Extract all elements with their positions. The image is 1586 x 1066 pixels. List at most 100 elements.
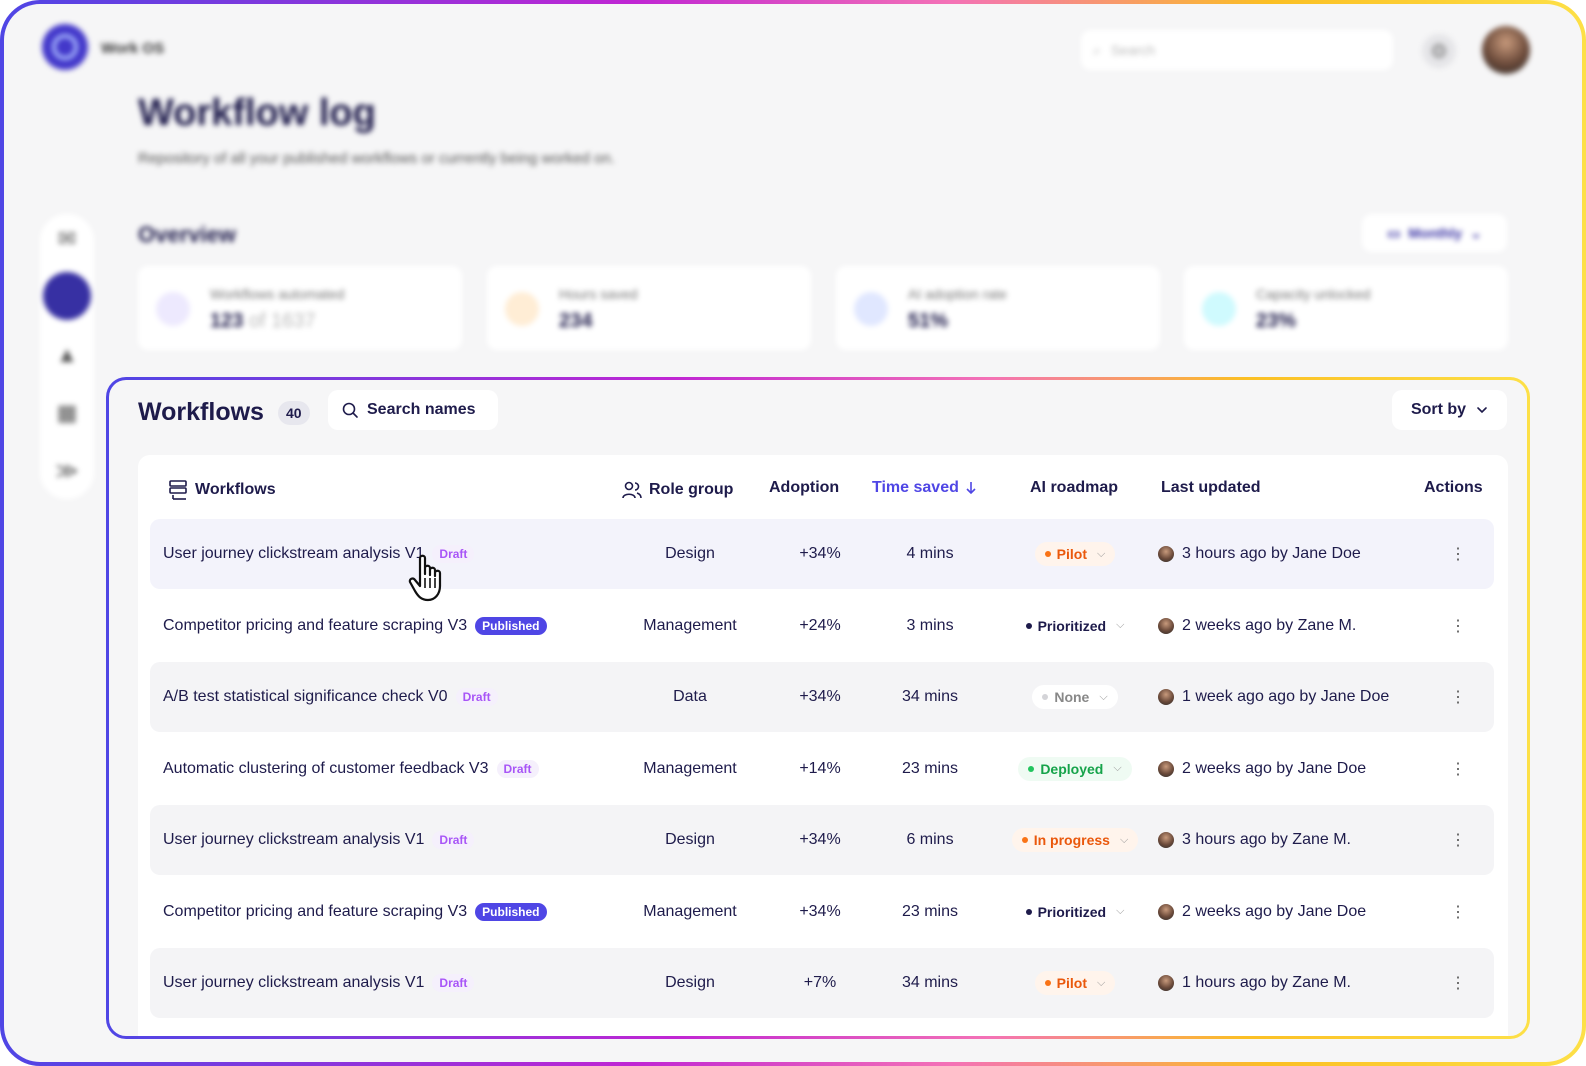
roadmap-dropdown[interactable]: Pilot ⌵ [1034,542,1116,566]
column-header-role[interactable]: Role group [621,479,733,501]
time-saved-cell: 3 mins [906,616,954,634]
sort-by-label: Sort by [1410,401,1467,418]
roadmap-cell: Pilot ⌵ [1000,519,1150,589]
sidebar-item-workflows[interactable] [43,272,91,320]
workflow-name-cell[interactable]: Automatic clustering of customer feedbac… [163,1020,539,1037]
user-avatar[interactable] [1482,26,1530,74]
last-updated-cell: 3 hours ago by Zane M. [1158,805,1351,875]
period-select[interactable]: ▭ Monthly ⌄ [1362,214,1507,252]
workflow-name-cell[interactable]: Competitor pricing and feature scraping … [163,591,547,661]
column-header-time-saved[interactable]: Time saved [872,479,977,497]
last-updated-cell: 1 hours ago by Zane M. [1158,948,1351,1018]
status-dot [1044,980,1051,986]
workflow-name[interactable]: User journey clickstream analysis V1 [163,545,425,562]
more-actions-icon[interactable]: ⋮ [1450,975,1466,992]
settings-gear-icon[interactable]: ⚙ [1422,34,1456,68]
workflow-name[interactable]: Automatic clustering of customer feedbac… [163,759,489,777]
workflow-name[interactable]: User journey clickstream analysis V1 [163,831,425,848]
column-header-actions: Actions [1424,479,1483,497]
roadmap-dropdown[interactable]: Prioritized ⌵ [1015,899,1135,924]
adoption-cell: +53% [780,1020,860,1037]
metric-value: 234 [559,310,593,332]
adoption-cell: +34% [799,831,841,848]
flask-icon[interactable]: ▲ [56,342,78,367]
table-row[interactable]: User journey clickstream analysis V1 Draf… [150,948,1494,1018]
adoption-cell: +7% [803,974,837,991]
workflow-name[interactable]: A/B test statistical significance check … [163,688,448,705]
table-row[interactable]: User journey clickstream analysis V1 Draf… [150,805,1494,875]
roadmap-label: Prioritized [1037,617,1107,634]
workflow-icon [156,292,190,326]
avatar [1158,617,1174,634]
more-actions-icon[interactable]: ⋮ [1450,546,1466,563]
last-updated-cell: 2 weeks ago by Jane Doe [1158,877,1366,947]
workflows-count-badge: 40 [278,401,310,425]
status-dot [1025,622,1032,629]
workflow-name[interactable]: Competitor pricing and feature scraping … [163,616,468,634]
global-search-input[interactable]: ⌕ Search [1081,30,1393,70]
column-header-adoption[interactable]: Adoption [769,479,839,497]
app-logo[interactable] [42,24,88,70]
more-actions-icon[interactable]: ⋮ [1450,617,1466,635]
chevron-down-icon: ⌵ [1116,905,1125,917]
column-header-workflows[interactable]: Workflows [167,479,276,501]
table-row[interactable]: Automatic clustering of customer feedbac… [150,734,1494,804]
workflow-name-cell[interactable]: User journey clickstream analysis V1 Draf… [163,519,475,589]
roadmap-dropdown[interactable]: Prioritized ⌵ [1015,613,1135,638]
metric-card-adoption: AI adoption rate 51% [836,266,1160,350]
metric-card-workflows: Workflows automated 123 of 1637 [138,266,462,350]
table-row[interactable]: Automatic clustering of customer feedbac… [150,1020,1494,1037]
chat-icon[interactable]: ✉ [57,226,77,251]
search-names-button[interactable]: Search names [328,390,498,430]
table-icon[interactable]: ▦ [56,400,78,425]
table-row[interactable]: Competitor pricing and feature scraping … [150,591,1494,661]
workflow-name-cell[interactable]: Competitor pricing and feature scraping … [163,877,547,947]
roadmap-cell: Deployed ⌵ [1000,734,1150,804]
workflow-name[interactable]: User journey clickstream analysis V1 [163,974,425,991]
status-dot [1021,837,1028,843]
last-updated-text: 2 weeks ago by Zane M. [1182,616,1357,634]
flow-icon[interactable]: ≫ [55,458,79,483]
last-updated-text: 1 hours ago by Zane M. [1182,974,1351,991]
workflow-name[interactable]: Competitor pricing and feature scraping … [163,902,468,920]
status-dot [1042,694,1049,700]
workflow-name-cell[interactable]: Automatic clustering of customer feedbac… [163,734,539,804]
more-actions-icon[interactable]: ⋮ [1450,903,1466,921]
search-names-label: Search names [367,401,476,418]
metric-label: AI adoption rate [908,286,1007,302]
more-actions-icon[interactable]: ⋮ [1450,832,1466,849]
table-row[interactable]: Competitor pricing and feature scraping … [150,877,1494,947]
metric-label: Hours saved [559,286,638,302]
metric-card-capacity: Capacity unlocked 23% [1184,266,1508,350]
roadmap-dropdown[interactable]: In progress ⌵ [1011,828,1139,852]
last-updated-text: 3 hours ago by Jane Doe [1182,545,1361,562]
more-actions-icon[interactable]: ⋮ [1450,760,1466,778]
chevron-down-icon [1477,407,1487,414]
adoption-cell: +34% [799,545,841,562]
roadmap-label: Pilot [1056,975,1087,991]
more-actions-icon[interactable]: ⋮ [1450,689,1466,706]
last-updated-cell: 2 weeks ago by Jane Doe [1158,1020,1366,1037]
status-badge: Draft [432,974,475,992]
table-row[interactable]: A/B test statistical significance check … [150,662,1494,732]
roadmap-dropdown[interactable]: Pilot ⌵ [1034,971,1116,995]
time-saved-cell: 4 mins [906,545,954,562]
sort-by-button[interactable]: Sort by [1392,390,1507,430]
column-header-roadmap[interactable]: AI roadmap [1030,479,1118,497]
table-row[interactable]: User journey clickstream analysis V1 Draf… [150,519,1494,589]
roadmap-cell: In progress ⌵ [1000,805,1150,875]
more-actions-icon[interactable]: ⋮ [1446,1020,1470,1037]
workflow-name-cell[interactable]: A/B test statistical significance check … [163,662,498,732]
role-group-cell: Management [643,902,737,920]
time-saved-cell: 17 mins [880,1020,980,1037]
app-name: Work OS [101,40,165,57]
workflow-name-cell[interactable]: User journey clickstream analysis V1 Draf… [163,948,475,1018]
workflow-name-cell[interactable]: User journey clickstream analysis V1 Draf… [163,805,475,875]
roadmap-dropdown[interactable]: None ⌵ [1032,685,1118,709]
adoption-cell: +34% [799,688,841,705]
column-header-updated[interactable]: Last updated [1161,479,1261,497]
search-icon: ⌕ [1093,41,1101,58]
roadmap-dropdown[interactable]: Deployed ⌵ [1018,756,1132,781]
adoption-cell: +14% [799,759,841,777]
workflows-table: Workflows Role group Adoption Time saved [138,455,1508,1036]
